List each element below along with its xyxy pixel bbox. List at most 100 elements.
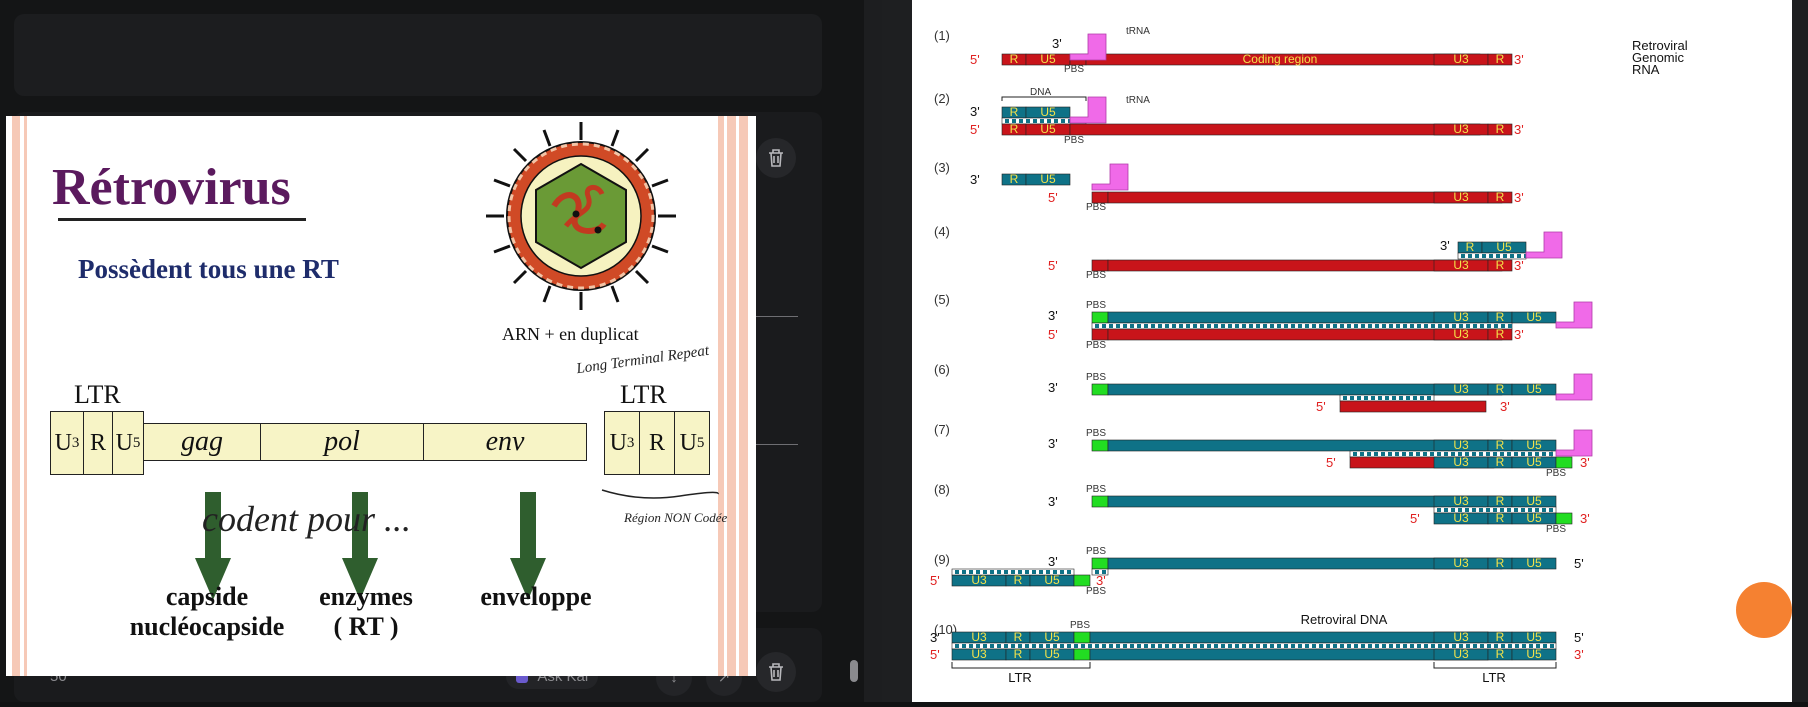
base-pairs-tick — [1011, 644, 1015, 648]
base-pairs-tick — [1221, 644, 1225, 648]
three-prime-label: 3' — [970, 104, 980, 119]
segment-label: U3 — [1453, 494, 1469, 508]
pbs-label: PBS — [1546, 468, 1566, 479]
three-prime-label: 3' — [1048, 554, 1058, 569]
segment-label: U3 — [1453, 647, 1469, 661]
segment-label: U5 — [1526, 511, 1542, 525]
base-pairs-tick — [1102, 570, 1106, 574]
base-pairs-tick — [1514, 452, 1518, 456]
segment-label: U3 — [1453, 310, 1469, 324]
base-pairs-tick — [997, 644, 1001, 648]
base-pairs-tick — [1256, 324, 1260, 328]
segment-label: R — [1496, 511, 1505, 525]
base-pairs-tick — [1375, 644, 1379, 648]
base-pairs-tick — [1347, 644, 1351, 648]
base-pairs-tick — [1054, 119, 1058, 123]
five-prime-label: 5' — [930, 647, 940, 662]
base-pairs-tick — [1514, 508, 1518, 512]
base-pairs-tick — [1461, 254, 1465, 258]
pbs-label: PBS — [1086, 270, 1106, 281]
base-pairs-tick — [1186, 324, 1190, 328]
pbs-region — [1555, 512, 1573, 525]
segment-u5 — [1511, 557, 1557, 570]
base-pairs-tick — [1088, 644, 1092, 648]
slide-right-border — [736, 116, 739, 676]
base-pairs-tick — [1468, 254, 1472, 258]
base-pairs-tick — [1123, 644, 1127, 648]
separator — [756, 444, 798, 445]
virus-illustration — [486, 122, 676, 310]
segment-label: U3 — [1453, 556, 1469, 570]
base-pairs-tick — [1479, 508, 1483, 512]
segment-label: U5 — [1526, 556, 1542, 570]
segment-label: R — [1010, 122, 1019, 136]
base-pairs-tick — [1074, 644, 1078, 648]
segment-label: U5 — [1040, 105, 1056, 119]
base-pairs-tick — [1095, 644, 1099, 648]
base-pairs-tick — [1347, 324, 1351, 328]
segment-label: U5 — [1040, 122, 1056, 136]
dna-bracket — [1001, 96, 1087, 101]
delete-button-bottom[interactable] — [756, 652, 796, 692]
base-pairs-tick — [1396, 644, 1400, 648]
base-pairs-tick — [1508, 324, 1512, 328]
segment-label: R — [1014, 647, 1023, 661]
base-pairs-tick — [1130, 324, 1134, 328]
base-pairs-tick — [1529, 644, 1533, 648]
base-pairs-tick — [1144, 644, 1148, 648]
base-pairs-tick — [976, 644, 980, 648]
base-pairs-tick — [1549, 508, 1553, 512]
base-pairs-tick — [1500, 508, 1504, 512]
segment-r — [1487, 259, 1513, 272]
env-gene: env — [423, 423, 587, 461]
genomic-rna-label: RNA — [1632, 62, 1660, 77]
base-pairs-tick — [1319, 324, 1323, 328]
base-pairs-tick — [1207, 324, 1211, 328]
pane-divider[interactable] — [864, 0, 882, 702]
pbs-region — [1091, 383, 1109, 396]
base-pairs-tick — [1472, 452, 1476, 456]
base-pairs-tick — [1515, 644, 1519, 648]
base-pairs-tick — [1406, 396, 1410, 400]
scrollbar-thumb[interactable] — [850, 660, 858, 682]
base-pairs-tick — [1312, 644, 1316, 648]
base-pairs-tick — [983, 570, 987, 574]
base-pairs-tick — [1012, 119, 1016, 123]
action-button[interactable] — [1736, 582, 1792, 638]
base-pairs-tick — [1395, 452, 1399, 456]
base-pairs-tick — [1452, 644, 1456, 648]
base-pairs-tick — [1417, 324, 1421, 328]
segment-label: R — [1496, 52, 1505, 66]
trna-shape — [1069, 33, 1107, 61]
base-pairs-tick — [1423, 452, 1427, 456]
base-pairs-tick — [1388, 452, 1392, 456]
segment-label: U5 — [1526, 455, 1542, 469]
base-pairs-tick — [1061, 119, 1065, 123]
base-pairs-tick — [1549, 452, 1553, 456]
base-pairs-tick — [1459, 324, 1463, 328]
base-pairs-tick — [1458, 452, 1462, 456]
three-prime-label: 3' — [1580, 455, 1590, 470]
base-pairs-tick — [1424, 644, 1428, 648]
base-pairs-tick — [1277, 644, 1281, 648]
three-prime-label: 3' — [930, 630, 940, 645]
base-pairs-tick — [1158, 324, 1162, 328]
base-pairs-tick — [1186, 644, 1190, 648]
base-pairs-tick — [1536, 644, 1540, 648]
base-pairs-tick — [1109, 324, 1113, 328]
step-number: (8) — [934, 482, 950, 497]
base-pairs-tick — [1109, 644, 1113, 648]
pbs-region — [1555, 456, 1573, 469]
base-pairs-tick — [1444, 452, 1448, 456]
base-pairs-tick — [1165, 324, 1169, 328]
base-pairs-tick — [1431, 644, 1435, 648]
pbs-region — [1091, 557, 1109, 570]
base-pairs-tick — [1039, 570, 1043, 574]
base-pairs-tick — [1228, 644, 1232, 648]
segment-label: U3 — [971, 630, 987, 644]
genomic-rna-label: Genomic — [1632, 50, 1685, 65]
base-pairs-tick — [1528, 508, 1532, 512]
delete-button[interactable] — [756, 138, 796, 178]
pbs-label: PBS — [1064, 64, 1084, 75]
